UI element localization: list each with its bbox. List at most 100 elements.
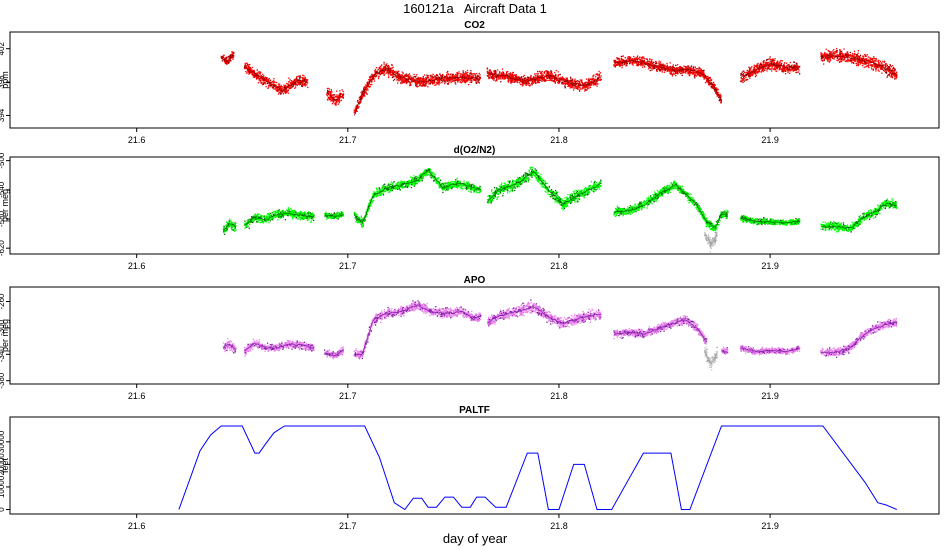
data-point	[356, 101, 359, 103]
data-point	[458, 72, 460, 75]
data-point	[244, 64, 247, 67]
data-point	[479, 77, 481, 80]
data-point	[342, 94, 344, 96]
data-point	[488, 71, 490, 73]
data-point	[666, 70, 668, 72]
data-point	[278, 89, 280, 91]
data-point	[618, 59, 620, 61]
data-point	[879, 68, 882, 70]
data-point	[384, 67, 386, 69]
data-point	[506, 73, 508, 76]
data-point	[231, 51, 233, 53]
data-point	[710, 79, 712, 82]
data-point	[769, 56, 771, 58]
data-point	[422, 79, 424, 81]
data-point	[342, 97, 344, 99]
data-point	[717, 88, 719, 90]
data-point	[649, 69, 651, 72]
data-point	[434, 82, 436, 84]
data-point	[335, 96, 337, 98]
data-point	[502, 71, 504, 74]
data-point	[672, 67, 674, 69]
data-point	[761, 69, 764, 71]
data-point	[510, 77, 512, 80]
data-point	[644, 66, 646, 68]
data-point	[392, 66, 394, 68]
data-point	[373, 80, 376, 82]
data-point	[419, 78, 421, 80]
data-point	[760, 71, 762, 73]
data-point	[288, 81, 291, 83]
data-point	[299, 80, 301, 82]
data-point	[595, 76, 597, 78]
data-point	[447, 83, 449, 85]
data-point	[502, 71, 504, 73]
data-point	[446, 75, 449, 78]
data-point	[784, 62, 786, 64]
data-point	[440, 75, 442, 78]
data-point	[293, 79, 296, 82]
data-point	[288, 87, 291, 90]
data-point	[389, 73, 391, 75]
data-point	[459, 74, 461, 76]
data-point	[528, 84, 530, 86]
data-point	[777, 60, 779, 62]
data-point	[587, 88, 589, 90]
data-point	[509, 73, 512, 76]
data-point	[420, 81, 422, 84]
data-point	[564, 87, 566, 89]
data-point	[502, 75, 504, 78]
data-point	[785, 62, 788, 64]
data-point	[500, 72, 502, 74]
data-point	[291, 82, 293, 84]
data-point	[693, 75, 696, 78]
data-point	[406, 81, 408, 83]
data-point	[330, 91, 332, 93]
data-point	[259, 80, 261, 82]
data-point	[276, 90, 278, 92]
data-point	[838, 61, 841, 63]
data-point	[770, 61, 773, 63]
data-point	[541, 74, 544, 77]
data-point	[719, 94, 721, 96]
data-point	[788, 64, 790, 66]
data-point	[745, 76, 747, 78]
data-point	[574, 78, 576, 80]
data-point	[673, 73, 675, 75]
data-point	[296, 79, 299, 81]
data-point	[564, 79, 567, 81]
data-point	[565, 77, 567, 79]
data-point	[892, 67, 894, 70]
data-point	[582, 87, 584, 90]
data-point	[740, 73, 742, 75]
data-point	[297, 75, 299, 77]
data-point	[446, 72, 448, 74]
data-point	[598, 73, 600, 75]
data-point	[397, 79, 399, 81]
data-point	[634, 57, 636, 59]
data-point	[301, 79, 303, 82]
data-point	[363, 87, 365, 89]
data-point	[422, 82, 424, 84]
data-point	[559, 78, 561, 81]
data-point	[400, 82, 402, 85]
data-point	[492, 78, 494, 80]
data-point	[525, 78, 527, 80]
data-point	[248, 73, 250, 75]
data-point	[296, 77, 298, 80]
data-point	[527, 83, 529, 85]
data-point	[272, 82, 274, 84]
data-point	[576, 86, 578, 88]
data-point	[338, 96, 341, 98]
data-point	[567, 80, 569, 82]
data-point	[680, 66, 682, 69]
data-point	[744, 71, 746, 74]
data-point	[553, 79, 555, 82]
data-point	[431, 78, 433, 80]
data-point	[280, 87, 282, 89]
data-point	[540, 74, 543, 77]
data-point	[590, 78, 592, 80]
data-point	[879, 60, 882, 62]
data-point	[514, 80, 516, 82]
data-point	[873, 56, 875, 58]
